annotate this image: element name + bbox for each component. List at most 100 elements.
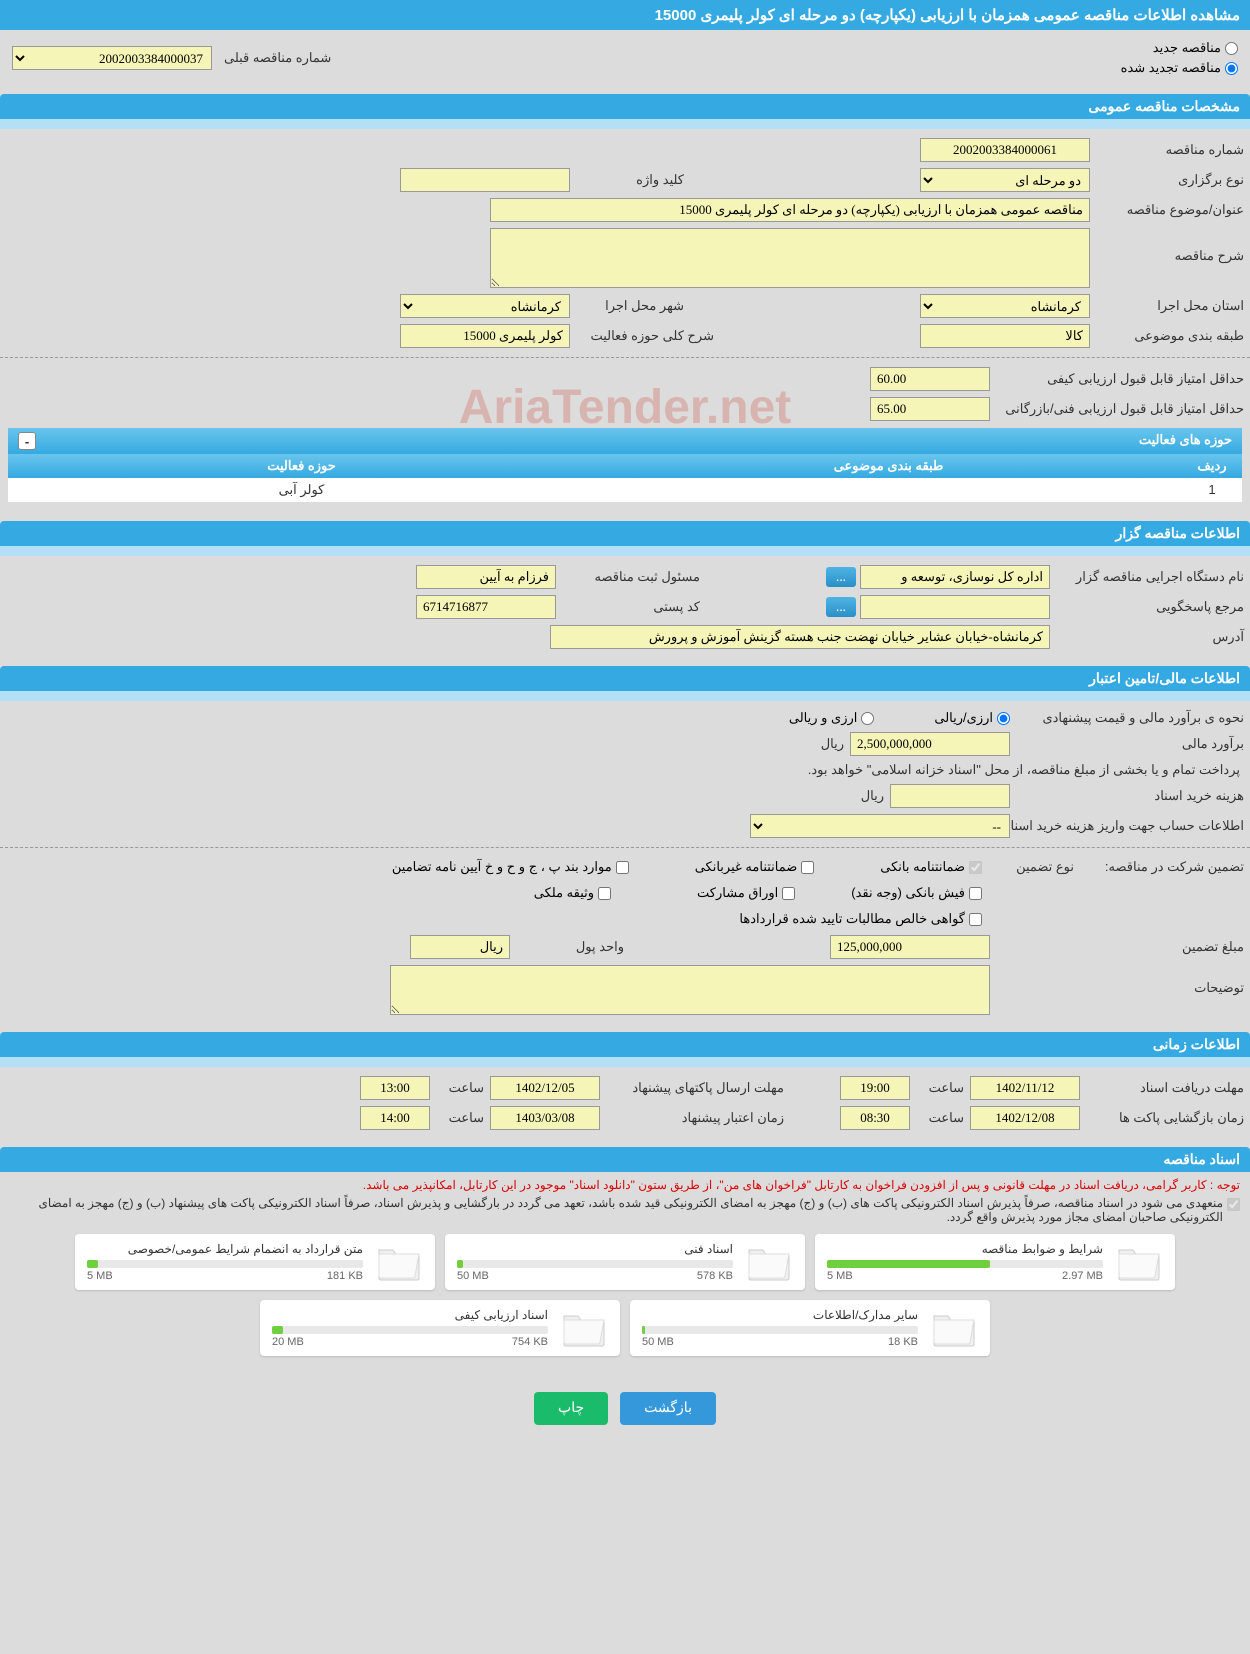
exec-field [860,565,1050,589]
progress-bar [272,1326,548,1334]
divider [0,847,1250,848]
file-size: 5 MB2.97 MB [827,1270,1103,1282]
chk-property[interactable]: وثیقه ملکی [526,883,619,903]
section-issuer-header: اطلاعات مناقصه گزار [0,521,1250,546]
send-time-field [360,1076,430,1100]
chk-rules[interactable]: موارد بند پ ، ج و ح و خ آیین نامه تضامین [384,857,637,877]
estimate-label: برآورد مالی [1010,736,1250,752]
chk-claims[interactable]: گواهی خالص مطالبات تایید شده قراردادها [731,909,990,929]
file-card[interactable]: اسناد فنی50 MB578 KB [445,1234,805,1290]
open-label: زمان بازگشایی پاکت ها [1080,1110,1250,1126]
radio-rial[interactable]: ارزی/ریالی [934,710,1010,726]
keyword-label: کلید واژه [570,172,690,188]
file-name: اسناد ارزیابی کیفی [272,1308,548,1322]
fee-field[interactable] [890,784,1010,808]
table-row: 1 کولر آبی [8,478,1242,503]
receive-date-field [970,1076,1080,1100]
min-tech-field [870,397,990,421]
radio-both-input[interactable] [861,712,874,725]
reg-mgr-field [416,565,556,589]
province-label: استان محل اجرا [1090,298,1250,314]
time-label-4: ساعت [430,1110,490,1126]
folder-icon [375,1242,423,1282]
type-select[interactable]: دو مرحله ای [920,168,1090,192]
send-date-field [490,1076,600,1100]
guarantee-type-label: نوع تضمین [990,859,1080,875]
radio-new-input[interactable] [1225,42,1238,55]
tender-number-field [920,138,1090,162]
resp-field[interactable] [860,595,1050,619]
prev-tender-select[interactable]: 2002003384000037 [12,46,212,70]
collapse-icon[interactable]: - [18,432,36,450]
radio-both-label: ارزی و ریالی [789,710,858,726]
exec-label: نام دستگاه اجرایی مناقصه گزار [1050,569,1250,585]
send-deadline-label: مهلت ارسال پاکتهای پیشنهاد [600,1080,790,1096]
files-grid: شرایط و ضوابط مناقصه5 MB2.97 MBاسناد فنی… [10,1224,1240,1366]
radio-both[interactable]: ارزی و ریالی [789,710,875,726]
guarantee-amount-field [830,935,990,959]
chk-cash[interactable]: فیش بانکی (وجه نقد) [843,883,990,903]
radio-new-label: مناقصه جدید [1153,40,1221,56]
open-time-field [840,1106,910,1130]
divider [0,357,1250,358]
file-card[interactable]: شرایط و ضوابط مناقصه5 MB2.97 MB [815,1234,1175,1290]
browse-exec-button[interactable]: ... [826,567,856,587]
folder-icon [930,1308,978,1348]
radio-new-tender[interactable]: مناقصه جدید [337,40,1238,56]
min-tech-label: حداقل امتیاز قابل قبول ارزیابی فنی/بازرگ… [990,401,1250,417]
file-name: اسناد فنی [457,1242,733,1256]
print-button[interactable]: چاپ [534,1392,608,1425]
progress-bar [827,1260,1103,1268]
receive-deadline-label: مهلت دریافت اسناد [1080,1080,1250,1096]
title-label: عنوان/موضوع مناقصه [1090,202,1250,218]
desc-label: شرح مناقصه [1090,228,1250,264]
keyword-field[interactable] [400,168,570,192]
province-select[interactable]: کرمانشاه [920,294,1090,318]
section-financial-header: اطلاعات مالی/تامین اعتبار [0,666,1250,691]
time-label-3: ساعت [910,1110,970,1126]
currency-label: ریال [815,736,850,752]
guarantee-notes-label: توضیحات [990,965,1250,996]
account-label: اطلاعات حساب جهت واریز هزینه خرید اسناد [1010,818,1250,834]
desc-field[interactable] [490,228,1090,288]
folder-icon [745,1242,793,1282]
divider [0,546,1250,556]
docs-notice-1: توجه : کاربر گرامی، دریافت اسناد در مهلت… [10,1178,1240,1192]
file-card[interactable]: سایر مدارک/اطلاعات 50 MB18 KB [630,1300,990,1356]
method-label: نحوه ی برآورد مالی و قیمت پیشنهادی [1010,710,1250,726]
file-name: سایر مدارک/اطلاعات [642,1308,918,1322]
back-button[interactable]: بازگشت [620,1392,716,1425]
subject-class-label: طبقه بندی موضوعی [1090,328,1250,344]
chk-bonds[interactable]: اوراق مشارکت [689,883,803,903]
activity-desc-field [400,324,570,348]
divider [0,1057,1250,1067]
validity-date-field [490,1106,600,1130]
file-card[interactable]: اسناد ارزیابی کیفی20 MB754 KB [260,1300,620,1356]
section-general-header: مشخصات مناقصه عمومی [0,94,1250,119]
radio-rial-input[interactable] [997,712,1010,725]
divider [0,119,1250,129]
radio-renewed-tender[interactable]: مناقصه تجدید شده [337,60,1238,76]
guarantee-amount-label: مبلغ تضمین [990,939,1250,955]
file-card[interactable]: متن قرارداد به انضمام شرایط عمومی/خصوصی5… [75,1234,435,1290]
chk-bank[interactable]: ضمانتنامه بانکی [872,857,990,877]
section-timing-header: اطلاعات زمانی [0,1032,1250,1057]
time-label-2: ساعت [430,1080,490,1096]
activity-table-header: حوزه های فعالیت - [8,428,1242,454]
chk-nonbank[interactable]: ضمانتنامه غیربانکی [687,857,823,877]
radio-renewed-input[interactable] [1225,62,1238,75]
estimate-field [850,732,1010,756]
guarantee-notes-field[interactable] [390,965,990,1015]
browse-resp-button[interactable]: ... [826,597,856,617]
open-date-field [970,1106,1080,1130]
folder-icon [560,1308,608,1348]
unit-label: واحد پول [510,939,630,955]
file-size: 50 MB18 KB [642,1336,918,1348]
section-docs-header: اسناد مناقصه [0,1147,1250,1172]
action-buttons: بازگشت چاپ [0,1392,1250,1425]
unit-field [410,935,510,959]
address-label: آدرس [1050,629,1250,645]
guarantee-header: تضمین شرکت در مناقصه: [1080,859,1250,875]
account-select[interactable]: -- [750,814,1010,838]
city-select[interactable]: کرمانشاه [400,294,570,318]
